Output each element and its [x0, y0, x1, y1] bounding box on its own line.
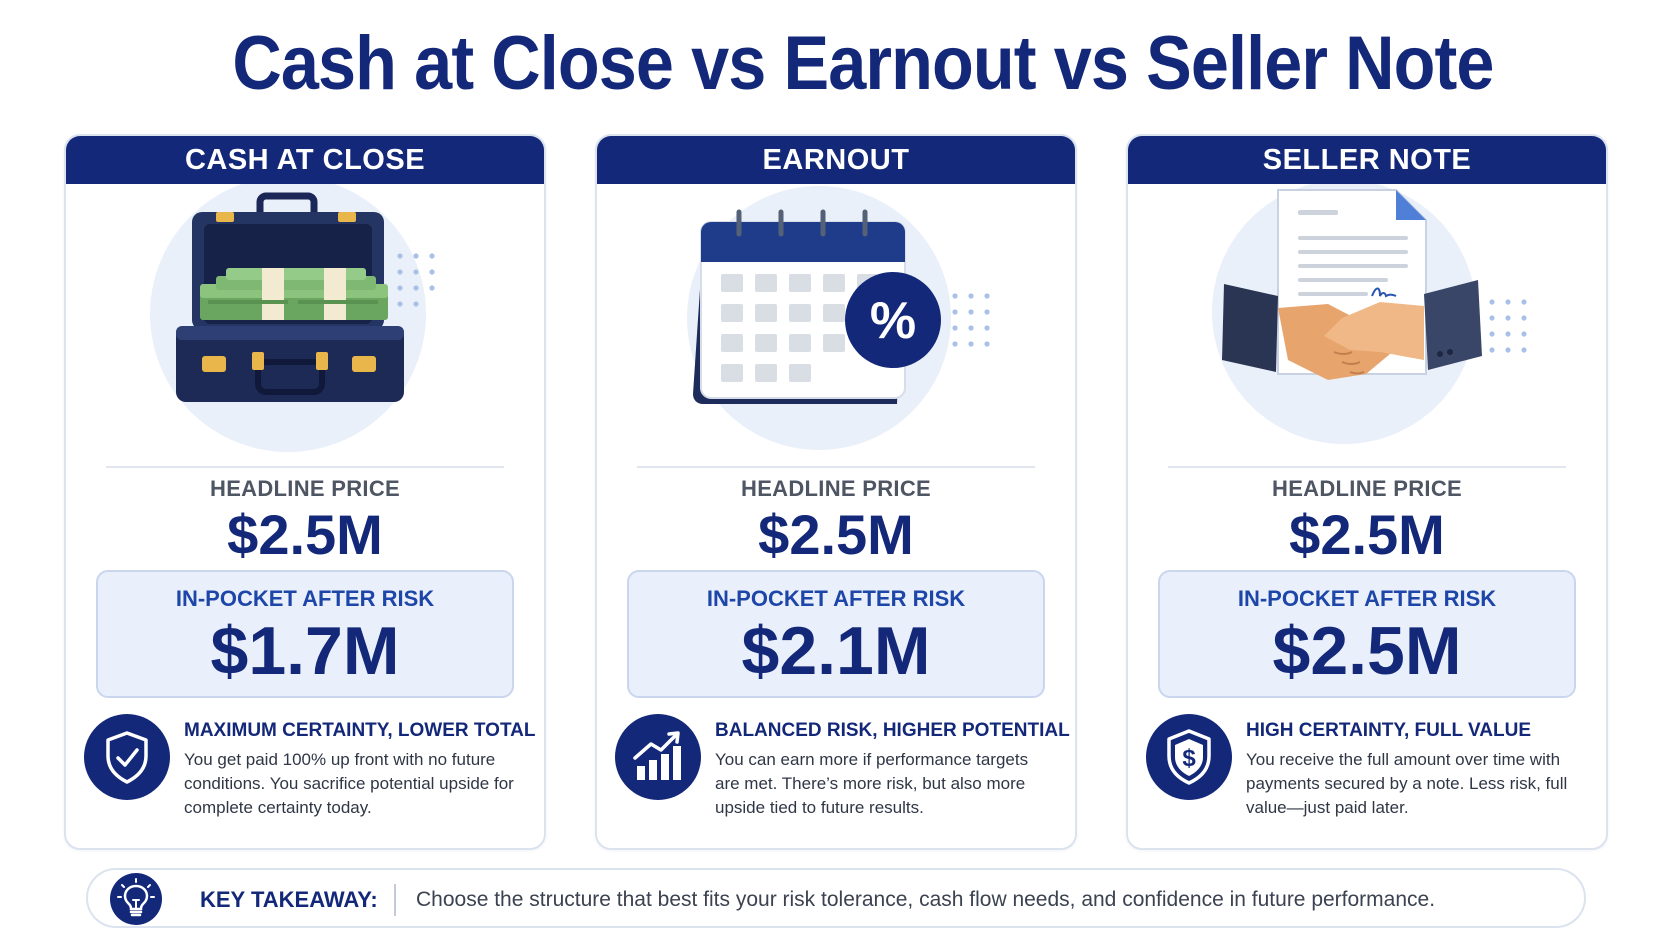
card-header: EARNOUT	[597, 136, 1075, 184]
in-pocket-label: IN-POCKET AFTER RISK	[706, 586, 966, 611]
takeaway-text: Choose the structure that best fits your…	[416, 888, 1436, 911]
calendar-illustration: %	[597, 184, 1075, 458]
note-title: HIGH CERTAINTY, FULL VALUE	[1246, 720, 1531, 741]
svg-text:$: $	[1182, 745, 1196, 772]
headline-price-label: HEADLINE PRICE	[741, 476, 931, 501]
takeaway-label: KEY TAKEAWAY:	[200, 887, 378, 912]
note-title: MAXIMUM CERTAINTY, LOWER TOTAL	[184, 720, 536, 741]
note-title: BALANCED RISK, HIGHER POTENTIAL	[715, 720, 1070, 741]
shield-dollar-icon: $	[1146, 714, 1232, 800]
in-pocket-panel: IN-POCKET AFTER RISK $1.7M	[96, 570, 514, 698]
lightbulb-icon	[110, 873, 162, 925]
headline-price-value: $2.5M	[758, 503, 914, 566]
svg-text:%: %	[870, 292, 916, 350]
card-note: MAXIMUM CERTAINTY, LOWER TOTAL You get p…	[84, 714, 535, 824]
calendar-percent-icon: %	[687, 186, 990, 450]
separator	[394, 884, 396, 916]
card-note: $ HIGH CERTAINTY, FULL VALUE You receive…	[1146, 714, 1592, 824]
divider	[1168, 466, 1566, 468]
growth-chart-icon	[615, 714, 701, 800]
card-seller-note: SELLER NOTE	[1126, 134, 1608, 850]
headline-price-value: $2.5M	[1289, 503, 1445, 566]
in-pocket-value: $1.7M	[210, 613, 400, 689]
briefcase-of-cash-illustration	[66, 184, 544, 458]
note-body: You receive the full amount over time wi…	[1246, 750, 1568, 817]
shield-check-icon	[84, 714, 170, 800]
divider	[106, 466, 504, 468]
in-pocket-value: $2.5M	[1272, 613, 1462, 689]
in-pocket-panel: IN-POCKET AFTER RISK $2.1M	[627, 570, 1045, 698]
in-pocket-panel: IN-POCKET AFTER RISK $2.5M	[1158, 570, 1576, 698]
card-header: SELLER NOTE	[1128, 136, 1606, 184]
card-earnout: EARNOUT	[595, 134, 1077, 850]
note-body: You can earn more if performance targets…	[715, 750, 1029, 817]
headline-price-value: $2.5M	[227, 503, 383, 566]
comparison-cards: CASH AT CLOSE	[64, 134, 1608, 850]
handshake-document-icon	[1212, 184, 1527, 444]
in-pocket-label: IN-POCKET AFTER RISK	[1237, 586, 1497, 611]
in-pocket-value: $2.1M	[741, 613, 931, 689]
headline-price-label: HEADLINE PRICE	[210, 476, 400, 501]
page-title: Cash at Close vs Earnout vs Seller Note	[232, 21, 1494, 106]
briefcase-icon	[150, 184, 435, 452]
card-note: BALANCED RISK, HIGHER POTENTIAL You can …	[615, 714, 1070, 824]
card-cash-at-close: CASH AT CLOSE	[64, 134, 546, 850]
in-pocket-label: IN-POCKET AFTER RISK	[175, 586, 435, 611]
note-body: You get paid 100% up front with no futur…	[184, 750, 514, 817]
card-header: CASH AT CLOSE	[66, 136, 544, 184]
divider	[637, 466, 1035, 468]
headline-price-label: HEADLINE PRICE	[1272, 476, 1462, 501]
key-takeaway-bar: KEY TAKEAWAY: Choose the structure that …	[86, 868, 1586, 928]
signed-document-handshake-illustration	[1128, 184, 1606, 458]
